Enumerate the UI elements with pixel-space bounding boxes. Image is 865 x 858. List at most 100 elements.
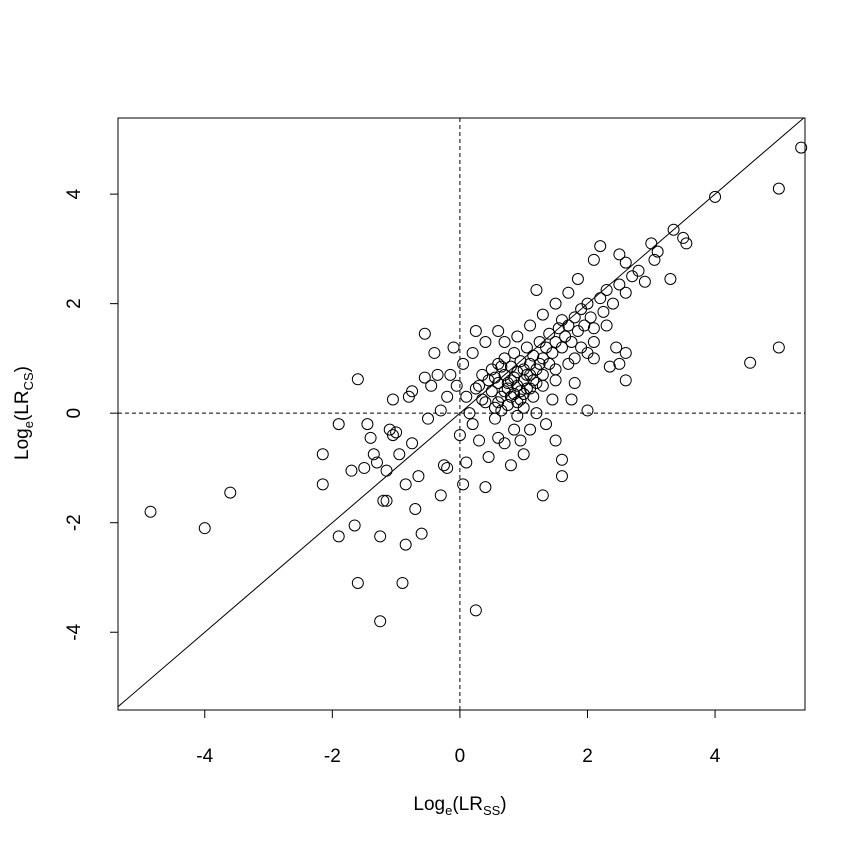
point <box>396 576 409 589</box>
point <box>488 412 501 425</box>
point <box>619 286 632 299</box>
point <box>536 489 549 502</box>
point <box>606 297 619 310</box>
point <box>610 341 623 354</box>
point <box>619 374 632 387</box>
point <box>552 322 565 335</box>
point <box>441 390 454 403</box>
point <box>597 305 610 318</box>
point <box>479 396 492 409</box>
point <box>386 429 399 442</box>
point <box>399 538 412 551</box>
point <box>492 357 505 370</box>
point <box>345 464 358 477</box>
point <box>479 481 492 494</box>
point <box>546 346 559 359</box>
point <box>492 325 505 338</box>
ylabel-part: e <box>21 421 36 428</box>
xlabel-part: Log <box>413 794 445 815</box>
point <box>504 459 517 472</box>
point <box>492 396 505 409</box>
point <box>619 346 632 359</box>
point <box>332 418 345 431</box>
point <box>536 308 549 321</box>
point <box>469 382 482 395</box>
point <box>594 240 607 253</box>
point <box>578 319 591 332</box>
point <box>587 322 600 335</box>
point <box>473 434 486 447</box>
point <box>495 360 508 373</box>
point <box>508 423 521 436</box>
point <box>603 360 616 373</box>
xlabel-part: e <box>445 803 452 818</box>
point <box>549 297 562 310</box>
point <box>367 448 380 461</box>
y-tick-label: -2 <box>64 514 85 531</box>
identity-line <box>118 118 805 708</box>
point <box>386 393 399 406</box>
ylabel-part: (LR <box>12 390 33 421</box>
reference-lines <box>118 118 805 710</box>
point <box>492 431 505 444</box>
point <box>613 248 626 261</box>
point <box>543 327 556 340</box>
point <box>524 319 537 332</box>
point <box>613 278 626 291</box>
point <box>374 615 387 628</box>
point <box>514 434 527 447</box>
point <box>444 368 457 381</box>
point <box>511 396 524 409</box>
point <box>409 503 422 516</box>
point <box>587 335 600 348</box>
point <box>498 437 511 450</box>
point <box>581 404 594 417</box>
point <box>645 237 658 250</box>
point <box>549 363 562 376</box>
point <box>316 478 329 491</box>
point <box>441 461 454 474</box>
x-axis-label: Loge(LRSS) <box>413 794 506 818</box>
point <box>546 393 559 406</box>
point <box>594 292 607 305</box>
point <box>648 253 661 266</box>
point <box>530 283 543 296</box>
point <box>406 437 419 450</box>
point <box>498 352 511 365</box>
point <box>549 374 562 387</box>
point <box>524 423 537 436</box>
point <box>415 527 428 540</box>
point <box>565 335 578 348</box>
point <box>450 379 463 392</box>
point <box>565 393 578 406</box>
point <box>434 404 447 417</box>
y-tick-label: 0 <box>64 408 85 419</box>
point <box>632 264 645 277</box>
point <box>795 141 808 154</box>
point <box>514 355 527 368</box>
point <box>562 319 575 332</box>
point <box>351 576 364 589</box>
point <box>555 470 568 483</box>
x-tick-label: -4 <box>196 746 213 767</box>
point <box>488 371 501 384</box>
point <box>457 357 470 370</box>
point <box>447 341 460 354</box>
point <box>418 371 431 384</box>
point <box>418 327 431 340</box>
point <box>527 390 540 403</box>
point <box>520 341 533 354</box>
point <box>431 368 444 381</box>
point <box>224 486 237 499</box>
xlabel-part: ) <box>500 794 506 815</box>
point <box>380 464 393 477</box>
point <box>479 335 492 348</box>
point <box>316 448 329 461</box>
point <box>533 357 546 370</box>
ylabel-part: CS <box>21 372 36 390</box>
x-tick-label: 2 <box>582 746 593 767</box>
point <box>772 341 785 354</box>
point <box>555 341 568 354</box>
point <box>651 245 664 258</box>
point <box>351 373 364 386</box>
